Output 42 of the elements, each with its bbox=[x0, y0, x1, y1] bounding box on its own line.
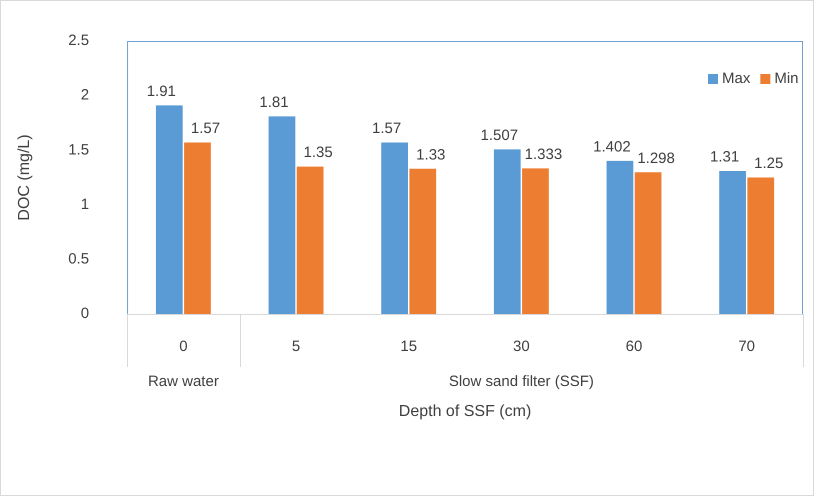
bar bbox=[409, 168, 436, 314]
bar bbox=[634, 172, 662, 314]
legend-label: Min bbox=[774, 70, 799, 88]
x-tick-label: 5 bbox=[292, 338, 300, 356]
bar bbox=[268, 116, 296, 314]
x-tick-label: 15 bbox=[400, 338, 418, 356]
text: Slow sand filter (SSF) bbox=[448, 373, 594, 390]
y-tick-label: 2 bbox=[80, 86, 90, 104]
bar bbox=[747, 178, 774, 314]
data-label: 1.57 bbox=[372, 120, 402, 138]
bar bbox=[494, 149, 521, 314]
x-tick-label: 60 bbox=[626, 338, 642, 356]
bar bbox=[606, 160, 634, 314]
text: Raw water bbox=[148, 373, 219, 390]
bar bbox=[381, 142, 408, 314]
data-label: 1.81 bbox=[259, 94, 289, 111]
data-label: 1.507 bbox=[480, 127, 518, 144]
x-axis-title: Depth of SSF (cm) bbox=[398, 402, 532, 420]
bar bbox=[156, 105, 183, 314]
data-label: 1.298 bbox=[637, 150, 675, 167]
y-tick-label: 0 bbox=[80, 305, 90, 322]
data-label: 1.57 bbox=[190, 120, 220, 138]
y-tick-label: 1.5 bbox=[68, 141, 90, 158]
x-tick-label: 0 bbox=[179, 338, 188, 356]
data-label: 1.31 bbox=[710, 148, 740, 166]
data-label: 1.91 bbox=[146, 83, 176, 100]
y-axis-title: DOC (mg/L) bbox=[16, 134, 34, 221]
y-tick-label: 1 bbox=[80, 196, 90, 213]
bar bbox=[719, 170, 746, 314]
data-label: 1.33 bbox=[416, 146, 446, 164]
bar bbox=[184, 142, 211, 314]
bar bbox=[296, 166, 324, 314]
x-tick-label: 30 bbox=[513, 338, 530, 356]
data-label: 1.333 bbox=[524, 146, 562, 164]
legend-label: Max bbox=[722, 70, 751, 88]
x-tick-label: 70 bbox=[738, 338, 756, 356]
data-label: 1.25 bbox=[754, 155, 784, 172]
y-tick-label: 2.5 bbox=[68, 32, 90, 50]
bar bbox=[522, 168, 549, 314]
y-tick-label: 0.5 bbox=[68, 250, 90, 268]
data-label: 1.402 bbox=[593, 138, 631, 156]
data-label: 1.35 bbox=[304, 144, 333, 162]
